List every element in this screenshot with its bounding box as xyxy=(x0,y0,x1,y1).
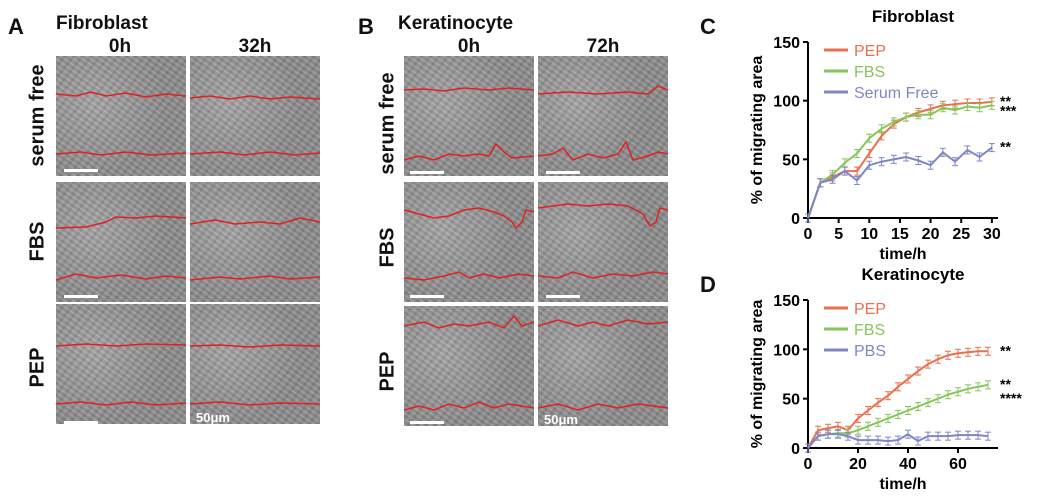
significance-marker: *** xyxy=(1000,102,1017,118)
x-tick-label: 0 xyxy=(804,456,813,473)
x-axis-label: time/h xyxy=(879,246,926,263)
x-tick-label: 10 xyxy=(860,226,878,243)
legend-label: PEP xyxy=(854,43,886,60)
x-tick-label: 60 xyxy=(949,456,967,473)
panel-b-col-72h: 72h xyxy=(586,36,620,57)
legend-label: PBS xyxy=(854,343,886,360)
micrograph-a-fbs-0h xyxy=(56,182,186,302)
scale-label-a: 50μm xyxy=(196,410,230,424)
x-tick-label: 30 xyxy=(983,226,1001,243)
y-tick-label: 150 xyxy=(773,293,800,310)
panel-letter-b: B xyxy=(358,14,374,39)
chart-keratinocyte: Keratinocyte 0 50 100 150 0 20 40 60 time/h % of m… xyxy=(749,268,1022,493)
y-tick-label: 150 xyxy=(773,35,800,52)
chart-title: Fibroblast xyxy=(872,7,955,26)
chart-fibroblast: Fibroblast 0 50 100 150 0 5 10 15 20 25 30 time/h % o… xyxy=(749,7,1017,263)
x-tick-label: 25 xyxy=(952,226,970,243)
x-tick-label: 20 xyxy=(922,226,940,243)
micrograph-b-pep-0h xyxy=(404,306,534,426)
micrograph-b-serum-free-0h xyxy=(404,56,534,176)
x-tick-label: 5 xyxy=(834,226,843,243)
y-tick-label: 0 xyxy=(791,211,800,228)
micrograph-a-pep-32h: 50μm xyxy=(190,304,320,424)
panel-a-row-fbs: FBS xyxy=(26,221,49,262)
x-tick-label: 15 xyxy=(891,226,909,243)
x-tick-label: 0 xyxy=(804,226,813,243)
y-tick-label: 100 xyxy=(773,94,800,111)
micrograph-a-pep-0h xyxy=(56,304,186,424)
panel-a-col-0h: 0h xyxy=(108,36,132,57)
significance-marker: ** xyxy=(1000,139,1011,155)
panel-b-row-serum-free: serum free xyxy=(376,72,399,175)
series-line-fbs xyxy=(807,104,993,219)
panel-letter-a: A xyxy=(8,14,24,39)
micrograph-b-fbs-0h xyxy=(404,182,534,302)
panel-b-row-fbs: FBS xyxy=(376,227,399,268)
panel-b-title: Keratinocyte xyxy=(398,13,514,34)
panel-letter-d: D xyxy=(700,272,716,297)
panel-a-row-serum-free: serum free xyxy=(26,64,49,167)
panel-a-title: Fibroblast xyxy=(56,13,148,34)
scale-label-b: 50μm xyxy=(544,412,578,426)
panel-b-col-0h: 0h xyxy=(457,36,481,57)
micrograph-b-serum-free-72h xyxy=(538,56,668,176)
x-axis-label: time/h xyxy=(879,476,926,493)
micrograph-a-serum-free-32h xyxy=(190,56,320,176)
series-line-serum-free xyxy=(807,146,993,219)
panel-letter-c: C xyxy=(700,14,716,39)
panel-a-col-32h: 32h xyxy=(238,36,272,57)
legend-label: FBS xyxy=(854,322,885,339)
legend-label: Serum Free xyxy=(854,85,939,102)
x-tick-label: 20 xyxy=(849,456,867,473)
legend-label: PEP xyxy=(854,301,886,318)
y-tick-label: 100 xyxy=(773,342,800,359)
significance-marker: ** xyxy=(1000,376,1011,392)
y-axis-label: % of migrating area xyxy=(749,300,766,449)
y-axis-label: % of migrating area xyxy=(749,56,766,205)
chart-title: Keratinocyte xyxy=(862,268,965,284)
y-tick-label: 50 xyxy=(782,152,800,169)
significance-marker: ** xyxy=(1000,93,1011,109)
y-tick-label: 50 xyxy=(782,392,800,409)
micrograph-b-pep-72h: 50μm xyxy=(538,306,668,426)
x-tick-label: 40 xyxy=(899,456,917,473)
micrograph-a-serum-free-0h xyxy=(56,56,186,176)
significance-marker: ** xyxy=(1000,342,1011,358)
micrograph-a-fbs-32h xyxy=(190,182,320,302)
panel-b-row-pep: PEP xyxy=(376,351,399,392)
significance-marker: **** xyxy=(1000,390,1022,406)
micrograph-b-fbs-72h xyxy=(538,182,668,302)
panel-a-row-pep: PEP xyxy=(26,347,49,388)
y-tick-label: 0 xyxy=(791,441,800,458)
legend-label: FBS xyxy=(854,64,885,81)
